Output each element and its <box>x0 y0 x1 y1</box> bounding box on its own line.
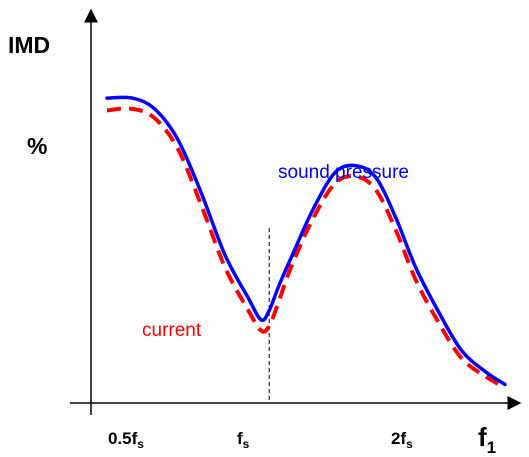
x-tick-label: 0.5fs <box>108 429 144 451</box>
y-axis-label: IMD <box>8 32 50 58</box>
series-line-sound-pressure <box>105 95 507 387</box>
y-axis-unit: % <box>27 133 47 159</box>
annotation-current: current <box>142 320 202 341</box>
x-tick-label: 2fs <box>391 429 413 451</box>
series-line-current <box>106 106 507 390</box>
x-axis-label: f1 <box>478 422 496 457</box>
x-tick-label: fs <box>237 429 250 451</box>
annotation-sound-pressure: sound pressure <box>278 162 409 183</box>
